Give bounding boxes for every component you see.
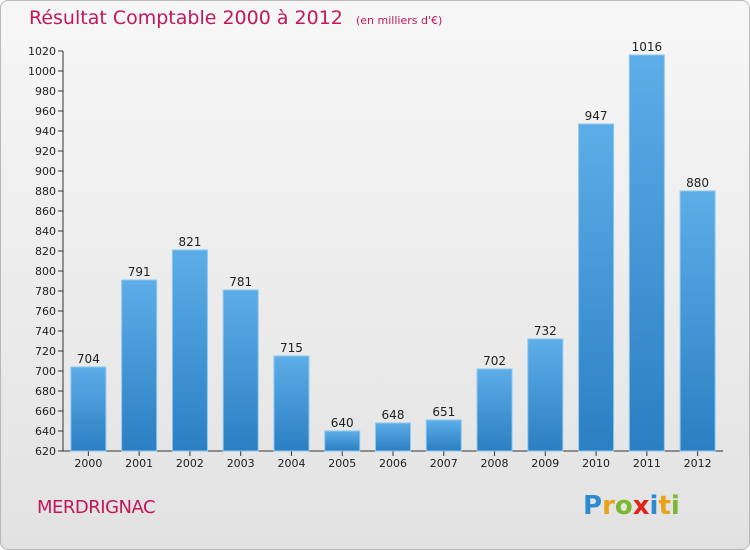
logo-letter: o <box>614 491 633 521</box>
y-tick-label: 720 <box>35 345 56 358</box>
y-tick-label: 780 <box>35 285 56 298</box>
y-tick-label: 840 <box>35 225 56 238</box>
x-tick-label: 2005 <box>328 457 356 470</box>
x-tick-label: 2007 <box>430 457 458 470</box>
value-label-2007: 651 <box>432 405 455 419</box>
chart-subtitle: (en milliers d'€) <box>355 14 443 27</box>
y-tick-label: 1000 <box>28 65 56 78</box>
y-tick-label: 700 <box>35 365 56 378</box>
bar-2010 <box>578 123 615 452</box>
value-label-2003: 781 <box>229 275 252 289</box>
logo-letter: P <box>583 491 603 521</box>
x-tick-label: 2001 <box>125 457 153 470</box>
value-label-2005: 640 <box>331 416 354 430</box>
bar-2011 <box>628 54 665 452</box>
logo-letter: r <box>602 491 615 521</box>
y-tick-label: 1020 <box>28 45 56 58</box>
bar-2001 <box>121 279 158 452</box>
x-tick-label: 2002 <box>176 457 204 470</box>
x-tick-label: 2011 <box>633 457 661 470</box>
y-tick-label: 740 <box>35 325 56 338</box>
y-tick-label: 800 <box>35 265 56 278</box>
bar-2000 <box>70 366 107 452</box>
bar-2004 <box>273 355 310 452</box>
bar-2012 <box>679 190 716 452</box>
chart-title: Résultat Comptable 2000 à 2012 (en milli… <box>29 7 442 29</box>
commune-name: MERDRIGNAC <box>37 497 156 518</box>
bar-2009 <box>527 338 564 452</box>
logo-letter: i <box>670 491 680 521</box>
bar-2006 <box>375 422 411 452</box>
value-label-2011: 1016 <box>632 40 663 54</box>
y-tick-label: 620 <box>35 445 56 458</box>
bar-2008 <box>476 368 513 452</box>
value-label-2000: 704 <box>77 352 100 366</box>
value-label-2008: 702 <box>483 354 506 368</box>
value-label-2006: 648 <box>382 408 405 422</box>
chart-title-main: Résultat Comptable 2000 à 2012 <box>29 7 343 29</box>
y-tick-label: 960 <box>35 105 56 118</box>
x-tick-label: 2008 <box>481 457 509 470</box>
bar-2002 <box>171 249 208 452</box>
y-tick-label: 880 <box>35 185 56 198</box>
x-tick-label: 2006 <box>379 457 407 470</box>
y-tick-label: 680 <box>35 385 56 398</box>
y-tick-label: 900 <box>35 165 56 178</box>
x-tick-label: 2003 <box>227 457 255 470</box>
bar-2005 <box>324 430 361 452</box>
proxiti-logo[interactable]: Proxiti <box>583 491 680 521</box>
logo-letter: t <box>658 491 671 521</box>
y-tick-label: 920 <box>35 145 56 158</box>
value-label-2002: 821 <box>178 235 201 249</box>
value-label-2009: 732 <box>534 324 557 338</box>
y-tick-label: 760 <box>35 305 56 318</box>
x-tick-label: 2004 <box>277 457 305 470</box>
y-tick-label: 860 <box>35 205 56 218</box>
x-tick-label: 2012 <box>684 457 712 470</box>
x-tick-label: 2009 <box>531 457 559 470</box>
x-tick-label: 2000 <box>74 457 102 470</box>
y-tick-label: 640 <box>35 425 56 438</box>
value-label-2004: 715 <box>280 341 303 355</box>
value-label-2010: 947 <box>585 109 608 123</box>
bars <box>70 54 716 452</box>
value-label-2012: 880 <box>686 176 709 190</box>
logo-letter: x <box>632 491 650 521</box>
y-tick-label: 980 <box>35 85 56 98</box>
logo-letter: i <box>649 491 659 521</box>
y-tick-label: 940 <box>35 125 56 138</box>
x-tick-label: 2010 <box>582 457 610 470</box>
value-labels: 704 791 821 781 715 640 648 651 702 732 947 1016 880 <box>77 40 709 430</box>
y-tick-label: 820 <box>35 245 56 258</box>
bar-2003 <box>222 289 259 452</box>
y-tick-label: 660 <box>35 405 56 418</box>
bar-2007 <box>425 419 462 452</box>
value-label-2001: 791 <box>128 265 151 279</box>
